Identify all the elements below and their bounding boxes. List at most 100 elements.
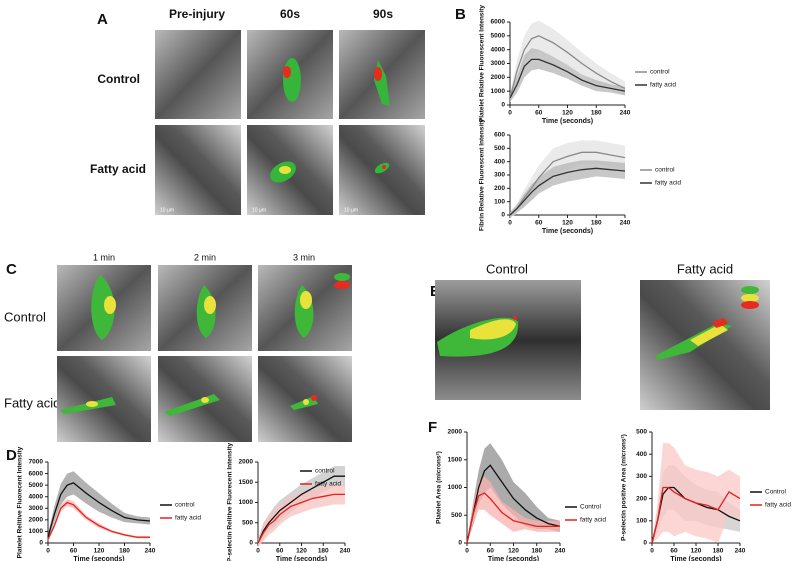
error-band [48,471,150,541]
y-tick-label: 4000 [29,493,44,500]
error-band [510,48,625,103]
legend-label: Control [765,489,787,496]
series-line [509,167,626,216]
y-tick-label: 7000 [29,459,44,466]
x-tick-label: 180 [119,548,130,555]
x-tick-label: 240 [620,220,631,227]
y-tick-label: 2000 [239,459,254,466]
error-band [652,443,740,543]
x-tick-label: 120 [508,548,519,555]
y-tick-label: 0 [249,540,253,547]
legend-label: control [655,167,675,174]
x-tick-label: 60 [670,548,678,555]
x-tick-label: 240 [735,548,746,555]
legend-label: control [650,69,670,76]
y-axis-label: Platelet Relative Fluorescent Intensity [479,5,486,122]
column-label: 60s [280,7,300,21]
y-axis-label: P-selectin positive Area (microns²) [621,434,628,541]
y-tick-label: 600 [494,132,505,139]
x-tick-label: 120 [562,220,573,227]
y-tick-label: 2000 [29,517,44,524]
y-tick-label: 500 [494,145,505,152]
series-line [257,475,345,544]
x-tick-label: 0 [508,220,512,227]
x-axis-label: Time (seconds) [670,556,721,561]
error-band [258,484,345,548]
column-label: 1 min [93,252,115,262]
x-axis-label: Time (seconds) [276,556,327,561]
x-tick-label: 60 [535,110,543,117]
x-tick-label: 0 [465,548,469,555]
y-tick-label: 4000 [491,46,506,53]
x-tick-label: 0 [650,548,654,555]
error-band [510,160,625,218]
x-tick-label: 120 [562,110,573,117]
series-line [509,35,626,99]
column-label: Control [486,261,528,276]
x-tick-label: 120 [691,548,702,555]
y-tick-label: 3000 [491,60,506,67]
legend-label: fatty acid [175,515,201,522]
series-line [509,151,626,216]
x-tick-label: 60 [535,220,543,227]
x-tick-label: 180 [591,220,602,227]
y-tick-label: 400 [494,158,505,165]
series-line [47,501,150,540]
series-line [509,58,626,99]
x-tick-label: 0 [508,110,512,117]
series-line [651,486,741,544]
legend-label: control [175,502,195,509]
panel-letter: A [97,11,108,28]
y-tick-label: 0 [39,540,43,547]
y-tick-label: 1000 [491,88,506,95]
x-tick-label: 180 [713,548,724,555]
y-tick-label: 1500 [448,456,463,463]
legend-label: control [315,468,335,475]
y-tick-label: 6000 [29,470,44,477]
x-tick-label: 240 [145,548,156,555]
y-tick-label: 5000 [29,482,44,489]
x-tick-label: 240 [555,548,566,555]
y-tick-label: 2000 [491,74,506,81]
panel-letter: C [6,261,17,278]
y-axis-label: Fibrin Relative Fluorescent Intensity [479,119,486,231]
x-tick-label: 60 [487,548,495,555]
y-tick-label: 0 [643,540,647,547]
x-tick-label: 0 [46,548,50,555]
x-tick-label: 60 [276,548,284,555]
y-tick-label: 1500 [239,479,254,486]
y-axis-label: Platelet Relitive Fluorecent Intensity [17,446,24,558]
y-axis-label: Platelet Area (microns²) [436,451,443,524]
y-tick-label: 100 [636,518,647,525]
y-tick-label: 3000 [29,505,44,512]
error-band [48,499,150,541]
legend-label: fatty acid [655,180,681,187]
micrographs-a [155,30,425,215]
x-tick-label: 180 [318,548,329,555]
y-tick-label: 5000 [491,33,506,40]
y-tick-label: 500 [451,512,462,519]
y-tick-label: 200 [494,185,505,192]
x-tick-label: 0 [256,548,260,555]
panel-letter: D [6,447,17,464]
row-label: Fatty acid [90,162,146,176]
y-tick-label: 300 [494,172,505,179]
column-label: 2 min [194,252,216,262]
legend-label: fatty acid [580,517,606,524]
x-axis-label: Time (seconds) [542,118,593,125]
y-tick-label: 300 [636,473,647,480]
micrographs-e [435,280,770,410]
error-band [510,140,625,218]
panel-letter: B [455,6,466,23]
y-axis-label: P-selectin Relitive Fluorecent Intensity [227,443,234,561]
x-tick-label: 60 [70,548,78,555]
series-line [257,493,345,544]
legend-label: fatty acid [650,82,676,89]
row-label: Control [4,309,46,324]
y-tick-label: 1000 [448,484,463,491]
legend-label: fatty acid [765,502,791,509]
y-tick-label: 2000 [448,429,463,436]
y-tick-label: 6000 [491,19,506,26]
y-tick-label: 0 [501,212,505,219]
